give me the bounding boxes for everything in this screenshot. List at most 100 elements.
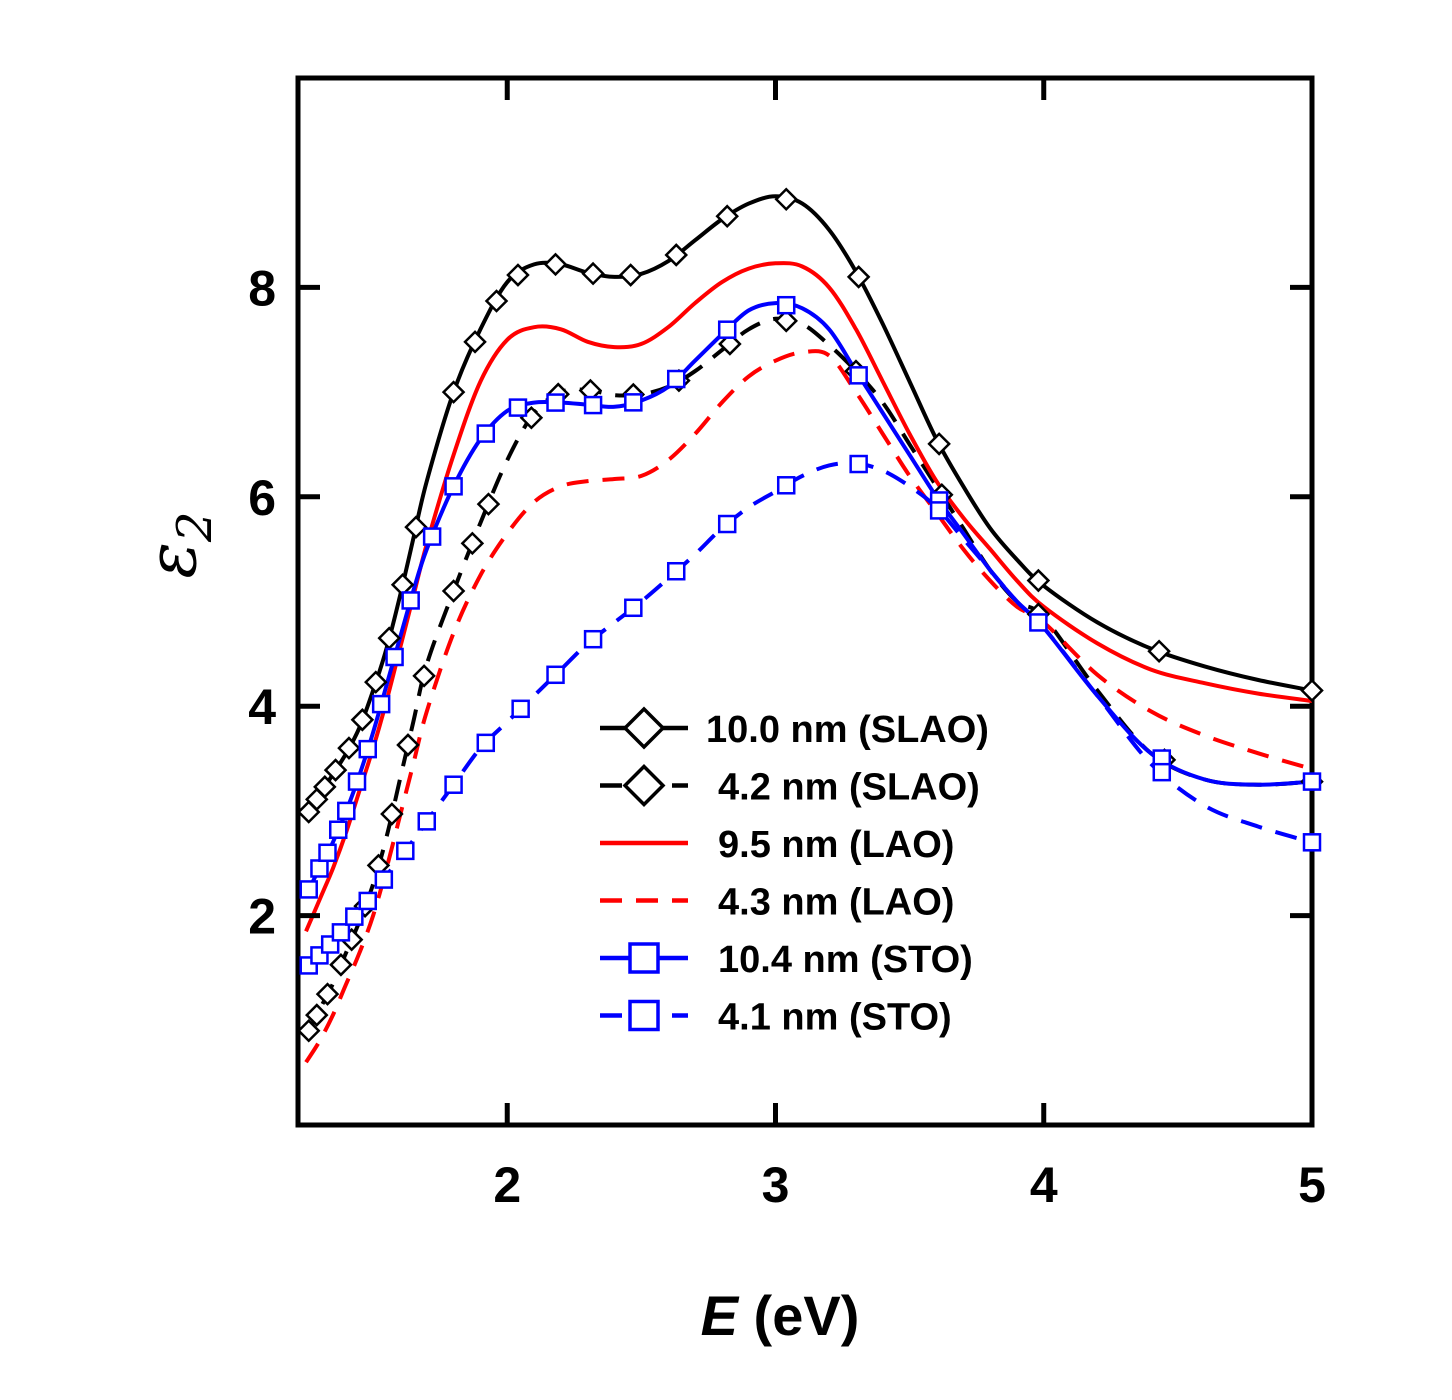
legend-entry: 10.0 nm (SLAO) [600,706,989,751]
data-point [345,907,364,926]
plot-frame [295,75,1315,1128]
data-point [774,309,798,333]
data-point [581,261,605,286]
y-tick-label: 4 [248,679,276,735]
data-point [849,366,868,385]
legend-label: 4.1 nm (STO) [718,997,952,1039]
series-5-markers [299,295,1322,899]
data-point [417,812,437,831]
legend-entry: 9.5 nm (LAO) [600,824,954,866]
data-point [296,1019,321,1043]
x-tick-label: 2 [493,1157,521,1213]
data-point [404,515,428,539]
data-point [508,398,528,417]
legend-marker [628,942,660,974]
data-point [511,699,530,719]
data-point [331,923,351,942]
data-point [396,733,420,757]
data-point [506,263,530,287]
data-point [1152,762,1172,782]
data-point [849,454,868,474]
legend-label: 10.4 nm (STO) [718,939,973,981]
data-point [328,820,348,839]
x-tick-label: 5 [1298,1157,1326,1213]
data-point [350,708,375,732]
data-point [444,477,463,496]
data-point [543,252,568,277]
data-point [347,772,367,791]
data-point [484,289,509,313]
data-point [1302,833,1322,852]
x-axis-title: E (eV) [701,1284,860,1347]
data-point [546,665,565,685]
data-point [929,501,949,520]
series-4 [304,349,1312,1064]
data-point [664,243,689,267]
data-point [476,492,501,516]
data-point [776,295,796,315]
data-point [385,647,404,667]
data-point [715,204,739,228]
legend-label: 4.2 nm (SLAO) [718,767,980,809]
data-point [1147,639,1171,664]
x-tick-label: 4 [1030,1157,1058,1213]
series-layer [304,194,1312,1064]
data-point [412,664,436,688]
x-tick-label: 3 [762,1157,790,1213]
data-point [364,670,388,694]
plot-border [295,75,1315,1128]
data-point [337,736,361,760]
data-point [476,733,496,753]
data-point [666,561,686,581]
data-point [396,841,415,861]
svg-text:ε2: ε2 [133,511,223,578]
series-3 [304,261,1312,933]
data-point [1026,568,1051,593]
marker-layer [296,187,1324,1043]
data-point [1302,772,1322,791]
legend-entry: 4.3 nm (LAO) [600,882,954,924]
data-point [374,870,394,889]
series-1-markers [296,187,1324,824]
legend-marker [622,706,666,750]
data-point [441,380,466,404]
series-6-markers [299,454,1322,975]
data-point [1300,678,1324,703]
data-point [310,859,329,878]
data-point [358,891,377,911]
data-point [358,739,377,759]
data-point [460,531,485,556]
data-point [299,880,318,899]
data-point [441,579,466,603]
tick-layer: 2 3 4 5 2 4 6 8 [248,78,1326,1213]
data-point [717,320,737,339]
data-point [313,775,337,799]
data-point [624,393,643,412]
data-point [371,694,391,714]
y-tick-label: 8 [248,260,276,316]
data-point [380,802,404,826]
y-axis-title: ε2 [133,511,223,578]
data-point [717,514,737,534]
series-line [304,316,1312,1037]
data-point [315,982,340,1006]
x-axis-unit: (eV) [738,1284,859,1347]
data-point [618,263,643,287]
data-point [329,953,353,977]
legend-label: 10.0 nm (SLAO) [706,709,989,751]
data-point [776,476,796,495]
y-axis-subscript: 2 [167,511,223,543]
data-point [305,1003,329,1027]
legend-entry: 4.1 nm (STO) [600,997,952,1039]
legend: 10.0 nm (SLAO) 4.2 nm (SLAO) 9.5 nm (LAO) 4… [600,706,989,1039]
data-point [444,775,463,794]
series-line [304,349,1312,1064]
data-point [666,369,686,389]
data-point [463,330,487,354]
series-line [304,261,1312,933]
legend-marker [628,999,660,1032]
x-axis-symbol: E [701,1284,740,1347]
data-point [583,395,603,415]
legend-entry: 4.2 nm (SLAO) [600,764,980,809]
